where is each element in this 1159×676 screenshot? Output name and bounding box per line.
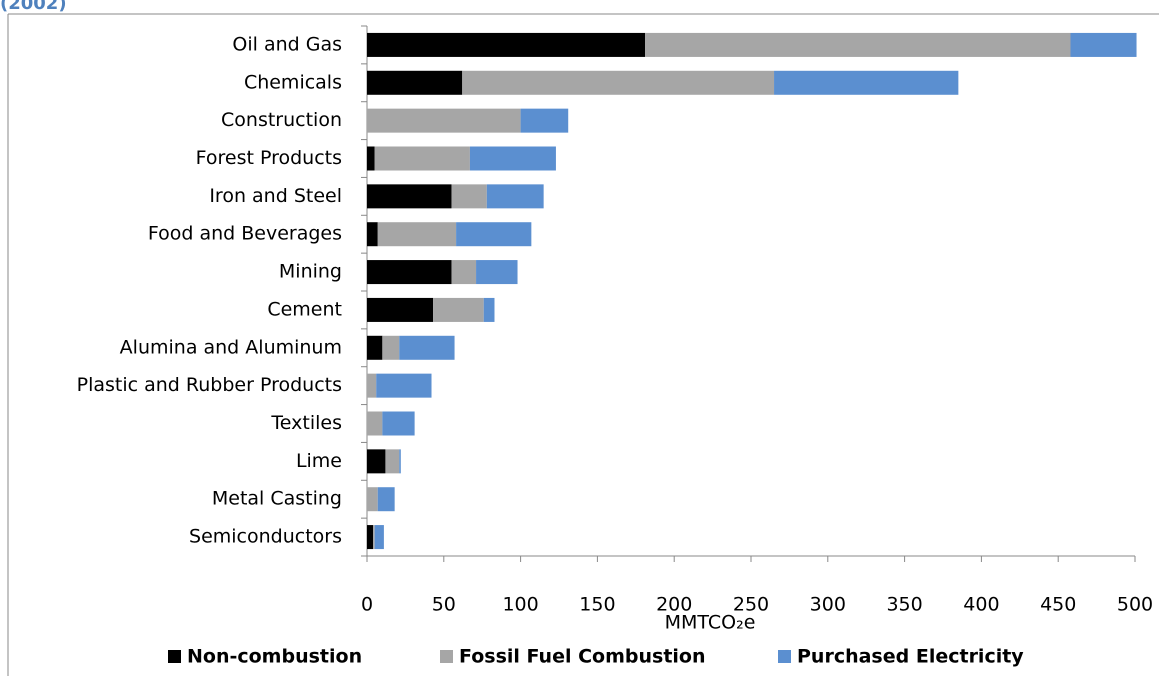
x-tick-label: 350: [886, 594, 922, 616]
legend-label: Non-combustion: [187, 646, 362, 668]
bar-segment: [367, 449, 386, 474]
bar-segment: [367, 297, 434, 322]
bar-segment: [367, 487, 378, 512]
bar-segment: [373, 525, 375, 550]
x-tick-label: 300: [810, 594, 846, 616]
x-tick-label: 250: [733, 594, 769, 616]
legend-label: Purchased Electricity: [797, 646, 1024, 668]
y-tick-label: Alumina and Aluminum: [120, 336, 342, 358]
x-tick-label: 0: [361, 594, 373, 616]
bar-segment: [367, 373, 377, 398]
bar-segment: [376, 373, 432, 398]
bar-segment: [377, 222, 457, 247]
bar-segment: [469, 146, 556, 171]
bar-segment: [382, 335, 400, 360]
bar-segment: [399, 449, 401, 474]
bar-segment: [367, 108, 521, 133]
bar-segment: [645, 32, 1071, 57]
x-tick-label: 150: [579, 594, 615, 616]
bar-segment: [451, 260, 477, 285]
bar-segment: [486, 184, 544, 209]
legend-marker: [440, 650, 453, 663]
x-tick-label: 200: [656, 594, 692, 616]
bar-segment: [367, 411, 383, 436]
bar-segment: [385, 449, 400, 474]
bar-segment: [367, 70, 463, 95]
x-tick-label: 450: [1040, 594, 1076, 616]
bar-segment: [367, 260, 452, 285]
bar-segment: [1070, 32, 1137, 57]
y-tick-label: Chemicals: [244, 71, 342, 93]
x-tick-label: 100: [502, 594, 538, 616]
bar-segment: [456, 222, 532, 247]
x-axis-title: MMTCO₂e: [665, 612, 756, 634]
bar-segment: [367, 335, 383, 360]
bar-segment: [367, 146, 375, 171]
legend-marker: [168, 650, 181, 663]
bar-segment: [367, 184, 452, 209]
bar-segment: [451, 184, 487, 209]
bar-segment: [476, 260, 518, 285]
bar-segment: [382, 411, 415, 436]
y-tick-label: Cement: [267, 298, 342, 320]
y-tick-label: Oil and Gas: [232, 33, 342, 55]
y-tick-label: Textiles: [270, 412, 342, 434]
bar-segment: [374, 525, 384, 550]
y-tick-label: Lime: [296, 450, 342, 472]
y-tick-label: Iron and Steel: [209, 185, 342, 207]
bar-segment: [367, 525, 374, 550]
x-tick-label: 50: [432, 594, 456, 616]
bar-segment: [433, 297, 484, 322]
bar-segment: [774, 70, 959, 95]
y-tick-label: Food and Beverages: [148, 223, 342, 245]
bar-segment: [520, 108, 569, 133]
y-tick-label: Semiconductors: [189, 526, 342, 548]
bar-segment: [462, 70, 775, 95]
y-tick-label: Plastic and Rubber Products: [77, 374, 342, 396]
bar-segment: [367, 32, 646, 57]
chart-title: (2002): [0, 0, 67, 14]
legend-label: Fossil Fuel Combustion: [459, 646, 706, 668]
y-tick-label: Metal Casting: [212, 488, 342, 510]
bar-segment: [483, 297, 495, 322]
bar-segment: [367, 222, 378, 247]
legend: Non-combustion Fossil Fuel Combustion Purc…: [168, 646, 1024, 668]
y-tick-label: Mining: [279, 261, 342, 283]
x-tick-label: 500: [1117, 594, 1153, 616]
bar-segment: [377, 487, 395, 512]
y-tick-label: Construction: [221, 109, 342, 131]
y-tick-label: Forest Products: [196, 147, 342, 169]
bar-segment: [374, 146, 470, 171]
bar-segment: [399, 335, 455, 360]
legend-marker: [778, 650, 791, 663]
x-tick-label: 400: [963, 594, 999, 616]
